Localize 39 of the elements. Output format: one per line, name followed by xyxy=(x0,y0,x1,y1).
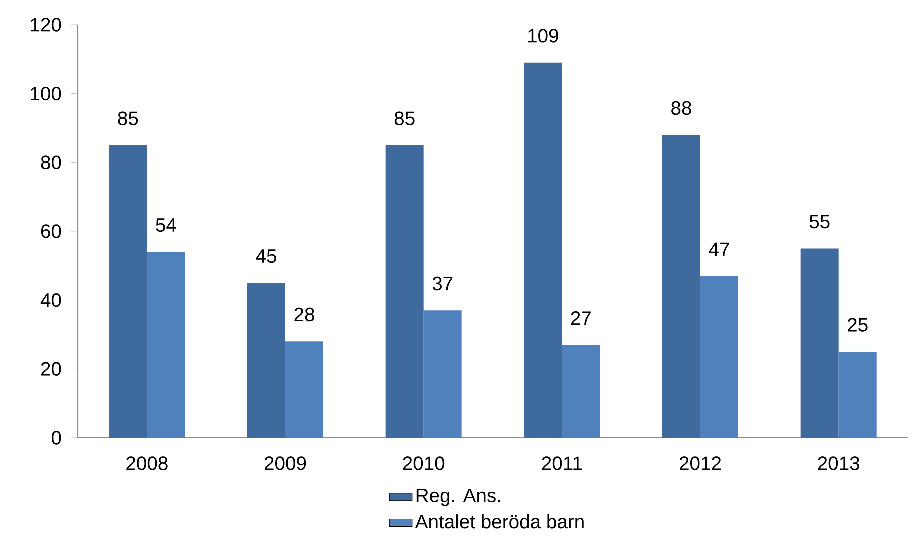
legend-label: Antalet beröda barn xyxy=(415,514,584,529)
y-tick-label: 120 xyxy=(31,18,62,32)
bar xyxy=(524,62,562,438)
data-label: 109 xyxy=(528,29,558,43)
data-label: 85 xyxy=(118,112,138,126)
y-tick-label: 80 xyxy=(41,156,62,170)
y-tick-label: 60 xyxy=(41,224,62,238)
y-tick-label: 20 xyxy=(41,362,62,376)
y-tick-label: 0 xyxy=(52,431,62,445)
y-tick-label: 100 xyxy=(31,86,62,101)
data-label: 54 xyxy=(156,218,176,232)
bar xyxy=(248,283,286,438)
data-label: 55 xyxy=(810,215,830,229)
bar xyxy=(800,248,839,438)
x-tick-label: 2008 xyxy=(126,456,168,470)
bar xyxy=(109,145,148,438)
legend-label: Reg. Ans. xyxy=(416,489,500,506)
bar xyxy=(386,145,424,438)
data-label: 45 xyxy=(256,250,276,264)
bar xyxy=(147,252,186,438)
x-tick-label: 2011 xyxy=(542,456,582,470)
x-tick-label: 2012 xyxy=(680,456,722,470)
data-label: 88 xyxy=(672,101,692,116)
x-tick-label: 2009 xyxy=(264,456,306,470)
data-label: 85 xyxy=(394,112,415,126)
bar xyxy=(424,310,462,438)
data-label: 25 xyxy=(848,318,868,332)
bar xyxy=(662,135,700,438)
x-tick-label: 2013 xyxy=(818,456,860,470)
data-label: 37 xyxy=(432,276,453,291)
data-label: 27 xyxy=(571,312,591,326)
bar xyxy=(700,276,738,438)
x-tick-label: 2010 xyxy=(403,456,445,470)
data-label: 28 xyxy=(294,308,314,322)
y-tick-label: 40 xyxy=(40,293,62,308)
bar xyxy=(562,345,600,438)
bar xyxy=(286,342,324,438)
data-label: 47 xyxy=(709,242,730,256)
bar xyxy=(838,352,877,438)
